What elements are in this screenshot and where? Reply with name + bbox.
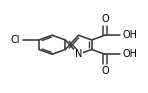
Text: OH: OH: [123, 49, 138, 59]
Text: N: N: [75, 49, 82, 59]
Text: Cl: Cl: [11, 35, 20, 45]
Text: O: O: [101, 66, 109, 76]
Text: OH: OH: [123, 30, 138, 40]
Text: O: O: [101, 14, 109, 24]
